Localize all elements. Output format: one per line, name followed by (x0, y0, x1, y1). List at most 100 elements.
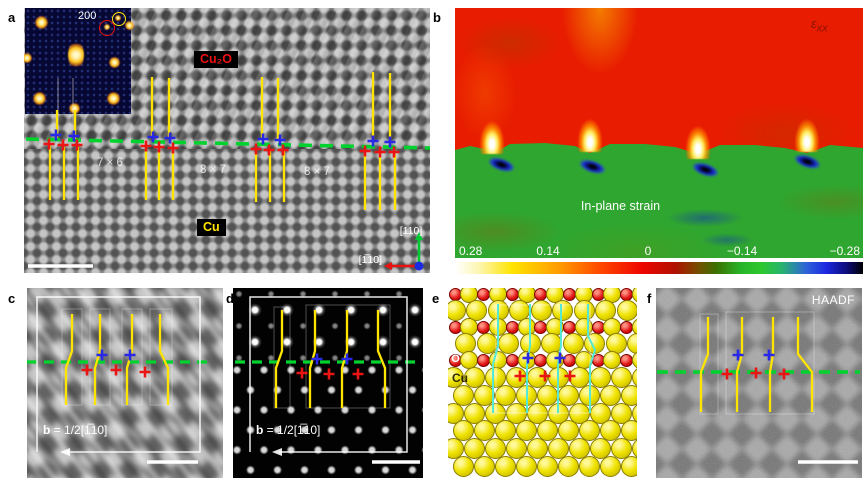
panel-label-c: c (8, 291, 16, 306)
red-cross-marker (539, 370, 551, 382)
red-cross-marker (167, 142, 179, 154)
diffraction-spot (32, 91, 46, 105)
colorbar-tick: −0.14 (726, 244, 758, 258)
dislocation-core-glow (790, 94, 824, 152)
red-cross-marker (153, 141, 165, 153)
region-label-cu2o: Cu₂O (194, 51, 238, 68)
blue-cross-marker (68, 130, 80, 142)
strain-map: εxx In-plane strain 0.28 0.14 0 −0.14 −0… (455, 8, 863, 258)
diffraction-spot (24, 53, 32, 63)
fft-red-circle (99, 20, 115, 36)
unit-cell-box (61, 308, 83, 406)
red-cross-marker (57, 139, 69, 151)
burgers-b: b (256, 423, 264, 437)
unit-cell-box (305, 304, 391, 409)
copper-atom (589, 438, 611, 460)
red-cross-marker (263, 144, 275, 156)
red-cross-marker (323, 368, 335, 380)
copper-atom (537, 456, 558, 477)
stem-lattice-background (27, 288, 223, 478)
red-cross-marker (110, 364, 122, 376)
blue-cross-marker (96, 349, 108, 361)
panel-label-b: b (433, 10, 441, 25)
unit-cell-box (89, 308, 111, 406)
extra-half-plane-line (796, 317, 814, 412)
red-cross-marker (296, 367, 308, 379)
colorbar-tick: −0.28 (829, 244, 860, 258)
red-cross-marker (81, 364, 93, 376)
diffraction-spot (106, 91, 120, 105)
dislocation-core-glow (573, 94, 607, 152)
copper-atom (495, 420, 516, 442)
strain-subscript: xx (816, 22, 828, 35)
copper-atom (537, 420, 558, 442)
copper-atom (526, 438, 548, 460)
copper-atom (610, 438, 632, 460)
panel-f-image: HAADF (656, 288, 862, 478)
red-cross-marker (388, 146, 400, 158)
burgers-b: b (43, 423, 51, 437)
red-cross-marker (352, 368, 364, 380)
extra-half-plane-line (274, 310, 284, 408)
copper-atom (600, 456, 621, 477)
axis-origin-dot (414, 261, 424, 271)
panel-a-annotations (25, 72, 430, 271)
colorbar-tick: 0 (644, 244, 652, 258)
burgers-circuit (36, 296, 201, 453)
panel-d-annotations (235, 296, 421, 464)
red-cross-marker (564, 370, 576, 382)
technique-label: HAADF (811, 293, 855, 307)
copper-atom (453, 420, 474, 442)
dislocation-core-glow (475, 96, 509, 154)
fft-yellow-circle (112, 12, 126, 26)
blue-cross-marker (50, 129, 62, 141)
copper-atom (453, 456, 474, 477)
copper-atom (610, 402, 632, 424)
copper-atom (610, 367, 632, 388)
diffraction-spot (115, 15, 121, 21)
copper-atom (600, 384, 621, 406)
red-cross-marker (140, 140, 152, 152)
fft-inset: 200 (24, 8, 134, 114)
interface-line (25, 137, 430, 150)
blue-cross-marker (147, 131, 159, 143)
extra-half-plane-line (376, 310, 387, 408)
burgers-vector-label: b = 1/2[1̅10] (256, 423, 320, 437)
cu-lattice-region (24, 149, 430, 273)
haadf-noise (656, 288, 862, 478)
blue-cross-marker (341, 353, 353, 365)
blue-cross-marker (164, 132, 176, 144)
copper-atom (474, 420, 495, 442)
blue-cross-marker (384, 136, 396, 148)
red-cross-marker (374, 146, 386, 158)
unit-cell-box (273, 306, 291, 409)
copper-atom (474, 384, 495, 406)
unit-cell-box (699, 313, 719, 415)
dislocation-core-glow (681, 101, 715, 159)
extra-half-plane-line (93, 314, 102, 405)
blue-cross-marker (367, 135, 379, 147)
extra-half-plane-line (64, 314, 74, 405)
extra-half-plane-line (699, 317, 710, 412)
unit-cell-box (149, 308, 173, 406)
axis-label-m110: [1̅10] (358, 254, 382, 266)
cu2o-dot-lattice (233, 288, 423, 364)
interface-spacing-label: 7 × 6 (97, 157, 123, 169)
unit-cell-box (121, 308, 143, 406)
copper-atom (621, 456, 637, 477)
extra-half-plane-line (492, 304, 499, 413)
panel-label-d: d (226, 291, 234, 306)
copper-atom (558, 420, 579, 442)
red-cross-marker (750, 367, 762, 379)
copper-atom (453, 384, 474, 406)
copper-atom (516, 420, 537, 442)
panel-c-annotations (27, 296, 213, 464)
panel-label-a: a (8, 10, 16, 25)
copper-atom (463, 402, 485, 424)
colorbar-tick: 0.14 (536, 244, 560, 258)
burgers-value: = 1/2[1̅10] (263, 423, 321, 437)
extra-half-plane-line (768, 317, 775, 412)
panel-c-image: b = 1/2[1̅10] (27, 288, 223, 478)
diffraction-spot (34, 15, 48, 29)
copper-atom (463, 438, 485, 460)
